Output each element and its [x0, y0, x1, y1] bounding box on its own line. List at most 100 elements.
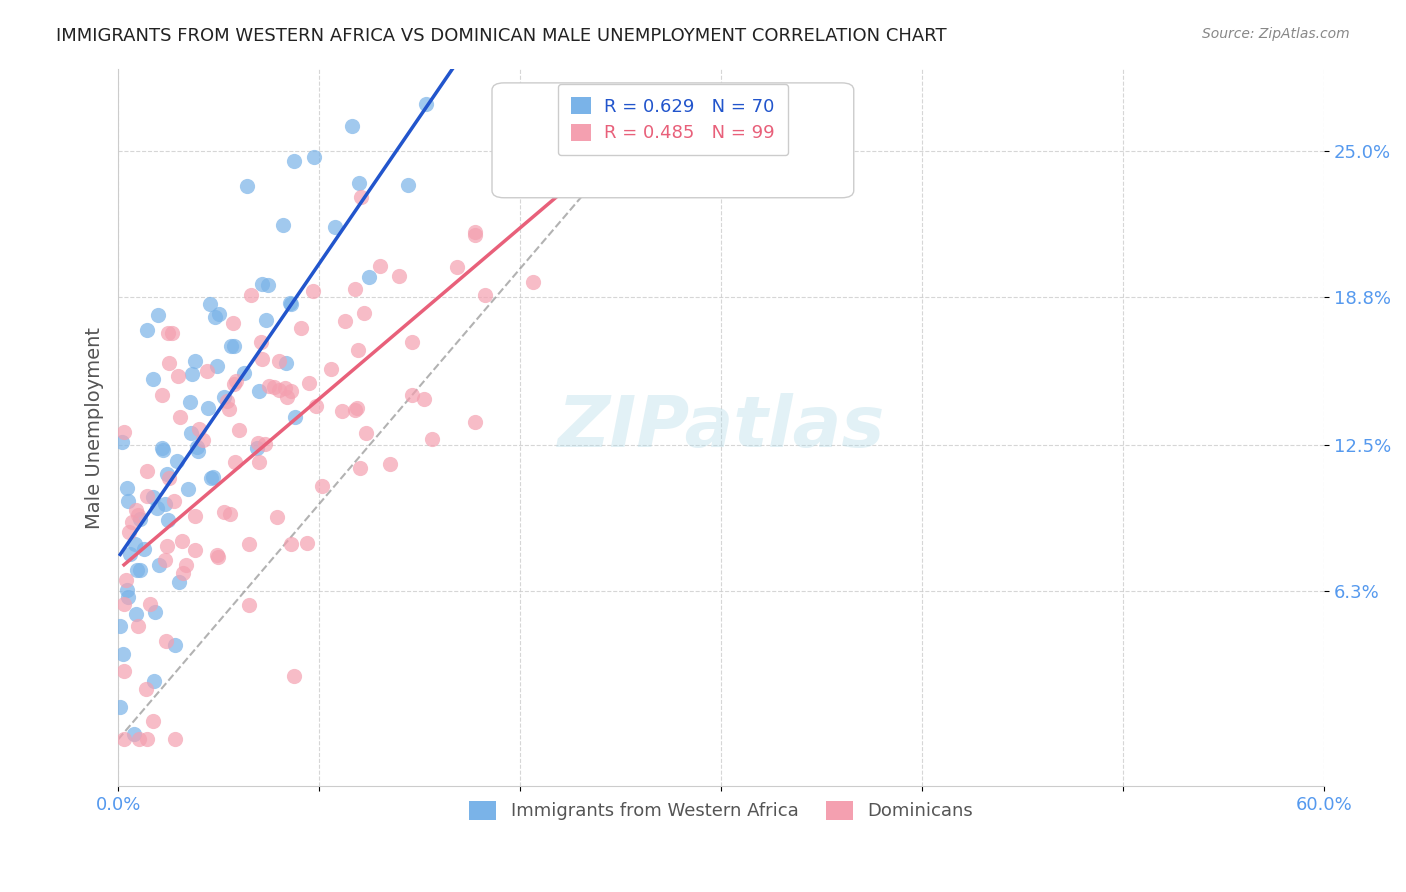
- Point: [127, 508, 149, 522]
- Point: [323, 219, 346, 234]
- Point: [156, 467, 179, 482]
- Point: [212, 390, 235, 404]
- Point: [152, 442, 174, 457]
- Point: [347, 176, 370, 190]
- Point: [195, 364, 218, 378]
- Point: [135, 732, 157, 747]
- Point: [247, 435, 270, 450]
- Point: [401, 388, 423, 402]
- Point: [125, 563, 148, 577]
- Point: [155, 553, 177, 567]
- Point: [121, 516, 143, 530]
- Point: [127, 619, 149, 633]
- Point: [284, 410, 307, 425]
- Point: [155, 634, 177, 648]
- Point: [224, 339, 246, 353]
- Legend: Immigrants from Western Africa, Dominicans: Immigrants from Western Africa, Dominica…: [456, 787, 987, 835]
- Point: [207, 550, 229, 565]
- Point: [132, 542, 155, 557]
- Point: [502, 140, 524, 154]
- Point: [250, 277, 273, 291]
- Point: [274, 381, 297, 395]
- Point: [256, 313, 278, 327]
- Point: [321, 362, 343, 376]
- Point: [267, 354, 290, 368]
- Point: [219, 508, 242, 522]
- Point: [283, 153, 305, 168]
- Point: [302, 150, 325, 164]
- Point: [235, 179, 257, 194]
- Point: [115, 582, 138, 597]
- FancyBboxPatch shape: [492, 83, 853, 198]
- Point: [142, 491, 165, 505]
- Point: [146, 500, 169, 515]
- Y-axis label: Male Unemployment: Male Unemployment: [86, 326, 104, 528]
- Point: [548, 96, 571, 111]
- Point: [228, 423, 250, 437]
- Point: [111, 647, 134, 661]
- Point: [163, 493, 186, 508]
- Point: [388, 268, 411, 283]
- Point: [218, 402, 240, 417]
- Point: [112, 425, 135, 439]
- Point: [153, 497, 176, 511]
- Point: [112, 664, 135, 678]
- Point: [239, 288, 262, 302]
- Point: [359, 269, 381, 284]
- Point: [129, 512, 152, 526]
- Point: [184, 508, 207, 523]
- Point: [278, 295, 301, 310]
- Point: [187, 422, 209, 436]
- Point: [150, 387, 173, 401]
- Point: [117, 590, 139, 604]
- Point: [267, 383, 290, 397]
- Point: [252, 352, 274, 367]
- Point: [157, 326, 180, 340]
- Point: [191, 433, 214, 447]
- Point: [353, 306, 375, 320]
- Point: [143, 674, 166, 689]
- Point: [415, 96, 437, 111]
- Point: [184, 353, 207, 368]
- Point: [350, 190, 373, 204]
- Point: [238, 598, 260, 612]
- Point: [271, 218, 294, 232]
- Point: [172, 533, 194, 548]
- Point: [183, 543, 205, 558]
- Point: [212, 505, 235, 519]
- Point: [204, 310, 226, 325]
- Point: [302, 284, 325, 298]
- Point: [233, 366, 256, 380]
- Point: [420, 432, 443, 446]
- Point: [464, 416, 486, 430]
- Point: [222, 316, 245, 330]
- Point: [263, 380, 285, 394]
- Point: [217, 394, 239, 409]
- Point: [342, 120, 364, 134]
- Point: [330, 404, 353, 418]
- Text: ZIPatlas: ZIPatlas: [557, 393, 884, 462]
- Point: [197, 401, 219, 415]
- Point: [169, 575, 191, 590]
- Point: [200, 471, 222, 485]
- Point: [176, 482, 198, 496]
- Point: [253, 437, 276, 451]
- Point: [311, 479, 333, 493]
- Point: [148, 558, 170, 572]
- Point: [247, 455, 270, 469]
- Point: [117, 481, 139, 495]
- Point: [280, 384, 302, 398]
- Point: [333, 314, 356, 328]
- Point: [297, 535, 319, 549]
- Point: [305, 400, 328, 414]
- Point: [446, 260, 468, 274]
- Point: [129, 563, 152, 577]
- Point: [238, 537, 260, 551]
- Point: [290, 321, 312, 335]
- Point: [522, 275, 544, 289]
- Point: [225, 374, 247, 388]
- Point: [224, 455, 246, 469]
- Point: [111, 435, 134, 450]
- Point: [276, 391, 298, 405]
- Point: [110, 619, 132, 633]
